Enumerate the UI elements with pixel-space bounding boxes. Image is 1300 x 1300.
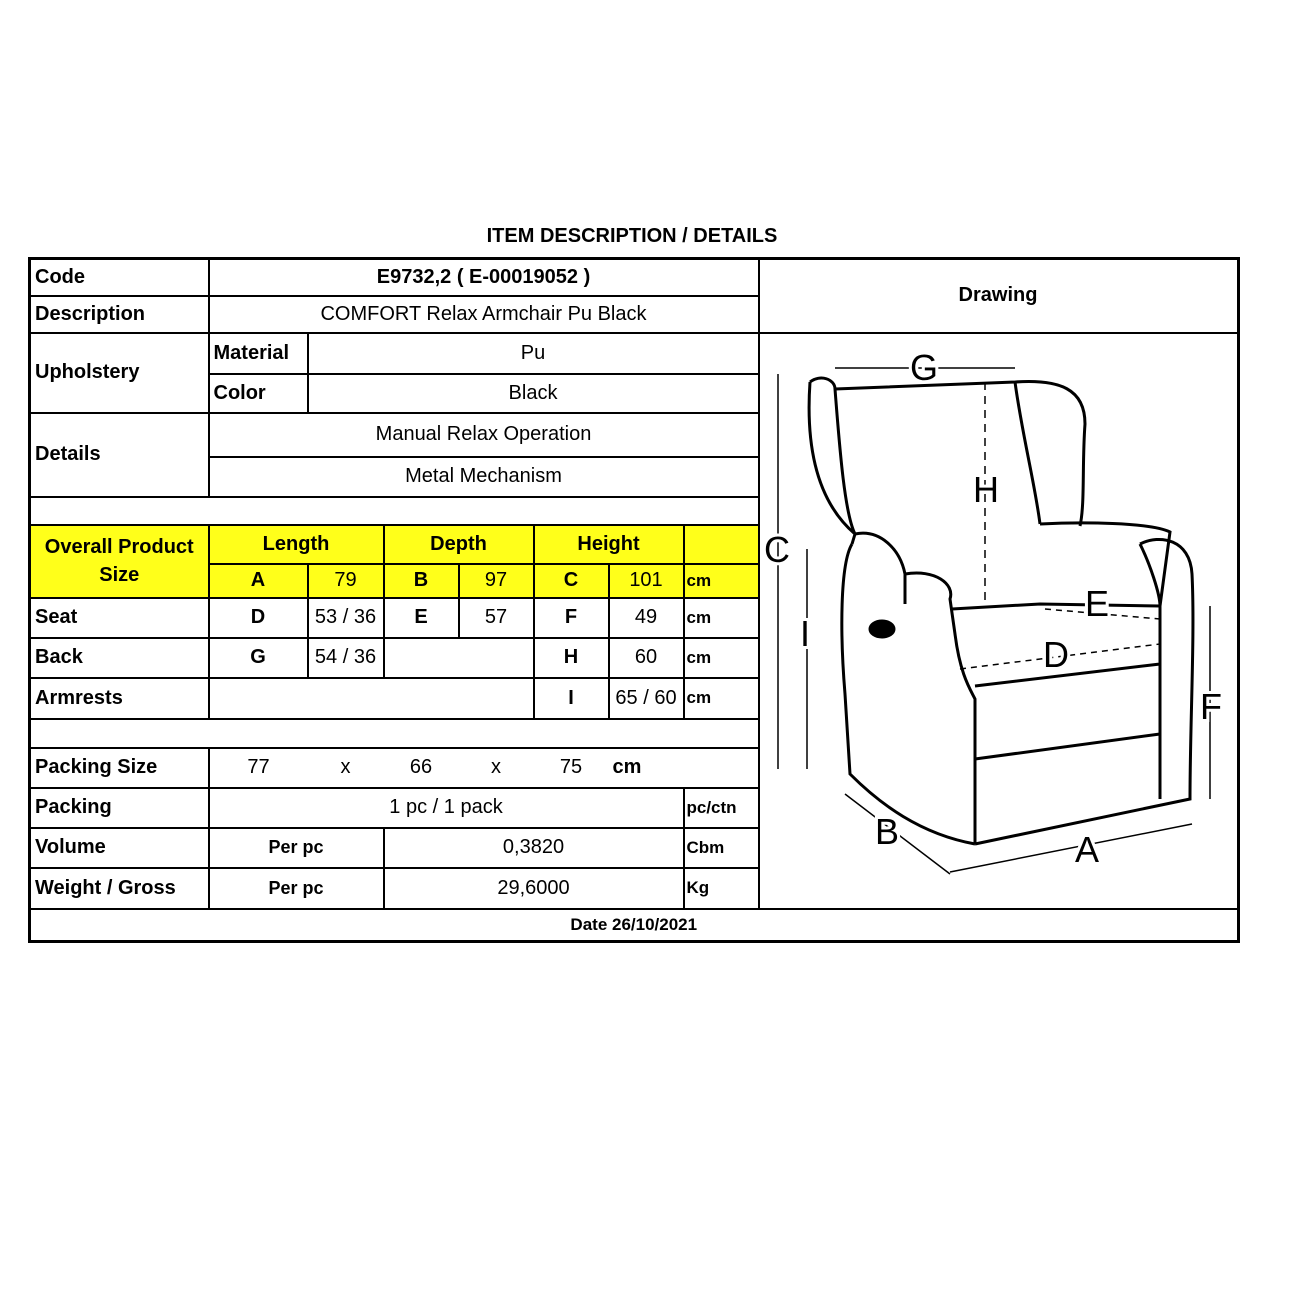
unit: cm (682, 596, 760, 639)
spec-table: Code E9732,2 ( E-00019052 ) Drawing Desc… (28, 257, 1240, 943)
drawing-cell: G H C I E D F B A (757, 331, 1239, 910)
volume-value: 0,3820 (382, 826, 685, 869)
dim-letter: B (382, 562, 460, 599)
armrests-label: Armrests (28, 676, 210, 720)
drawing-header: Drawing (757, 257, 1239, 334)
times-sign: x (307, 746, 384, 789)
dim-value: 101 (607, 562, 685, 599)
code-label: Code (28, 257, 210, 297)
color-value: Black (306, 372, 760, 414)
packing-value: 1 pc / 1 pack (207, 786, 685, 829)
unit: pc/ctn (682, 786, 760, 829)
dim-value: 49 (607, 596, 685, 639)
spacer-row (28, 495, 760, 526)
description-label: Description (28, 294, 210, 334)
material-value: Pu (306, 331, 760, 375)
overall-label: Overall Product Size (28, 523, 210, 599)
per-pc: Per pc (207, 826, 385, 869)
unit: cm (608, 746, 684, 789)
code-value: E9732,2 ( E-00019052 ) (207, 257, 760, 297)
dim-letter: G (207, 636, 309, 679)
blank-cell (382, 636, 535, 679)
times-sign: x (458, 746, 534, 789)
per-pc: Per pc (207, 866, 385, 910)
label-h: H (973, 469, 999, 510)
blank-cell (682, 523, 760, 565)
label-f: F (1200, 686, 1222, 727)
packing-height: 75 (533, 746, 609, 789)
dim-letter: D (207, 596, 309, 639)
details-item: Manual Relax Operation (207, 411, 760, 458)
color-label: Color (207, 372, 309, 414)
dim-value: 54 / 36 (306, 636, 385, 679)
weight-label: Weight / Gross (28, 866, 210, 910)
dim-value: 57 (457, 596, 535, 639)
label-c: C (764, 529, 790, 570)
label-b: B (875, 811, 899, 852)
label-a: A (1075, 829, 1099, 870)
details-item: Metal Mechanism (207, 455, 760, 498)
blank-cell (683, 746, 760, 789)
packing-width: 66 (383, 746, 459, 789)
label-d: D (1043, 634, 1069, 675)
length-header: Length (207, 523, 385, 565)
unit: cm (682, 562, 760, 599)
height-header: Height (532, 523, 685, 565)
back-label: Back (28, 636, 210, 679)
weight-value: 29,6000 (382, 866, 685, 910)
dim-value: 60 (607, 636, 685, 679)
label-i: I (800, 613, 810, 654)
details-label: Details (28, 411, 210, 498)
unit: Kg (682, 866, 760, 910)
dim-letter: I (532, 676, 610, 720)
dim-letter: C (532, 562, 610, 599)
depth-header: Depth (382, 523, 535, 565)
packing-label: Packing (28, 786, 210, 829)
unit: cm (682, 636, 760, 679)
volume-label: Volume (28, 826, 210, 869)
dim-value: 79 (306, 562, 385, 599)
seat-label: Seat (28, 596, 210, 639)
label-g: G (910, 347, 938, 388)
dim-letter: H (532, 636, 610, 679)
unit: Cbm (682, 826, 760, 869)
dim-letter: E (382, 596, 460, 639)
description-value: COMFORT Relax Armchair Pu Black (207, 294, 760, 334)
blank-cell (207, 676, 535, 720)
unit: cm (682, 676, 760, 720)
dim-value: 97 (457, 562, 535, 599)
material-label: Material (207, 331, 309, 375)
packing-size-label: Packing Size (28, 746, 210, 789)
packing-length: 77 (208, 746, 308, 789)
dim-value: 53 / 36 (306, 596, 385, 639)
date: Date 26/10/2021 (28, 907, 1239, 943)
page-title: ITEM DESCRIPTION / DETAILS (486, 225, 778, 247)
spacer-row (28, 717, 760, 749)
dim-letter: A (207, 562, 309, 599)
dim-letter: F (532, 596, 610, 639)
armchair-drawing: G H C I E D F B A (761, 344, 1225, 875)
upholstery-label: Upholstery (28, 331, 210, 414)
label-e: E (1085, 583, 1109, 624)
dim-value: 65 / 60 (607, 676, 685, 720)
